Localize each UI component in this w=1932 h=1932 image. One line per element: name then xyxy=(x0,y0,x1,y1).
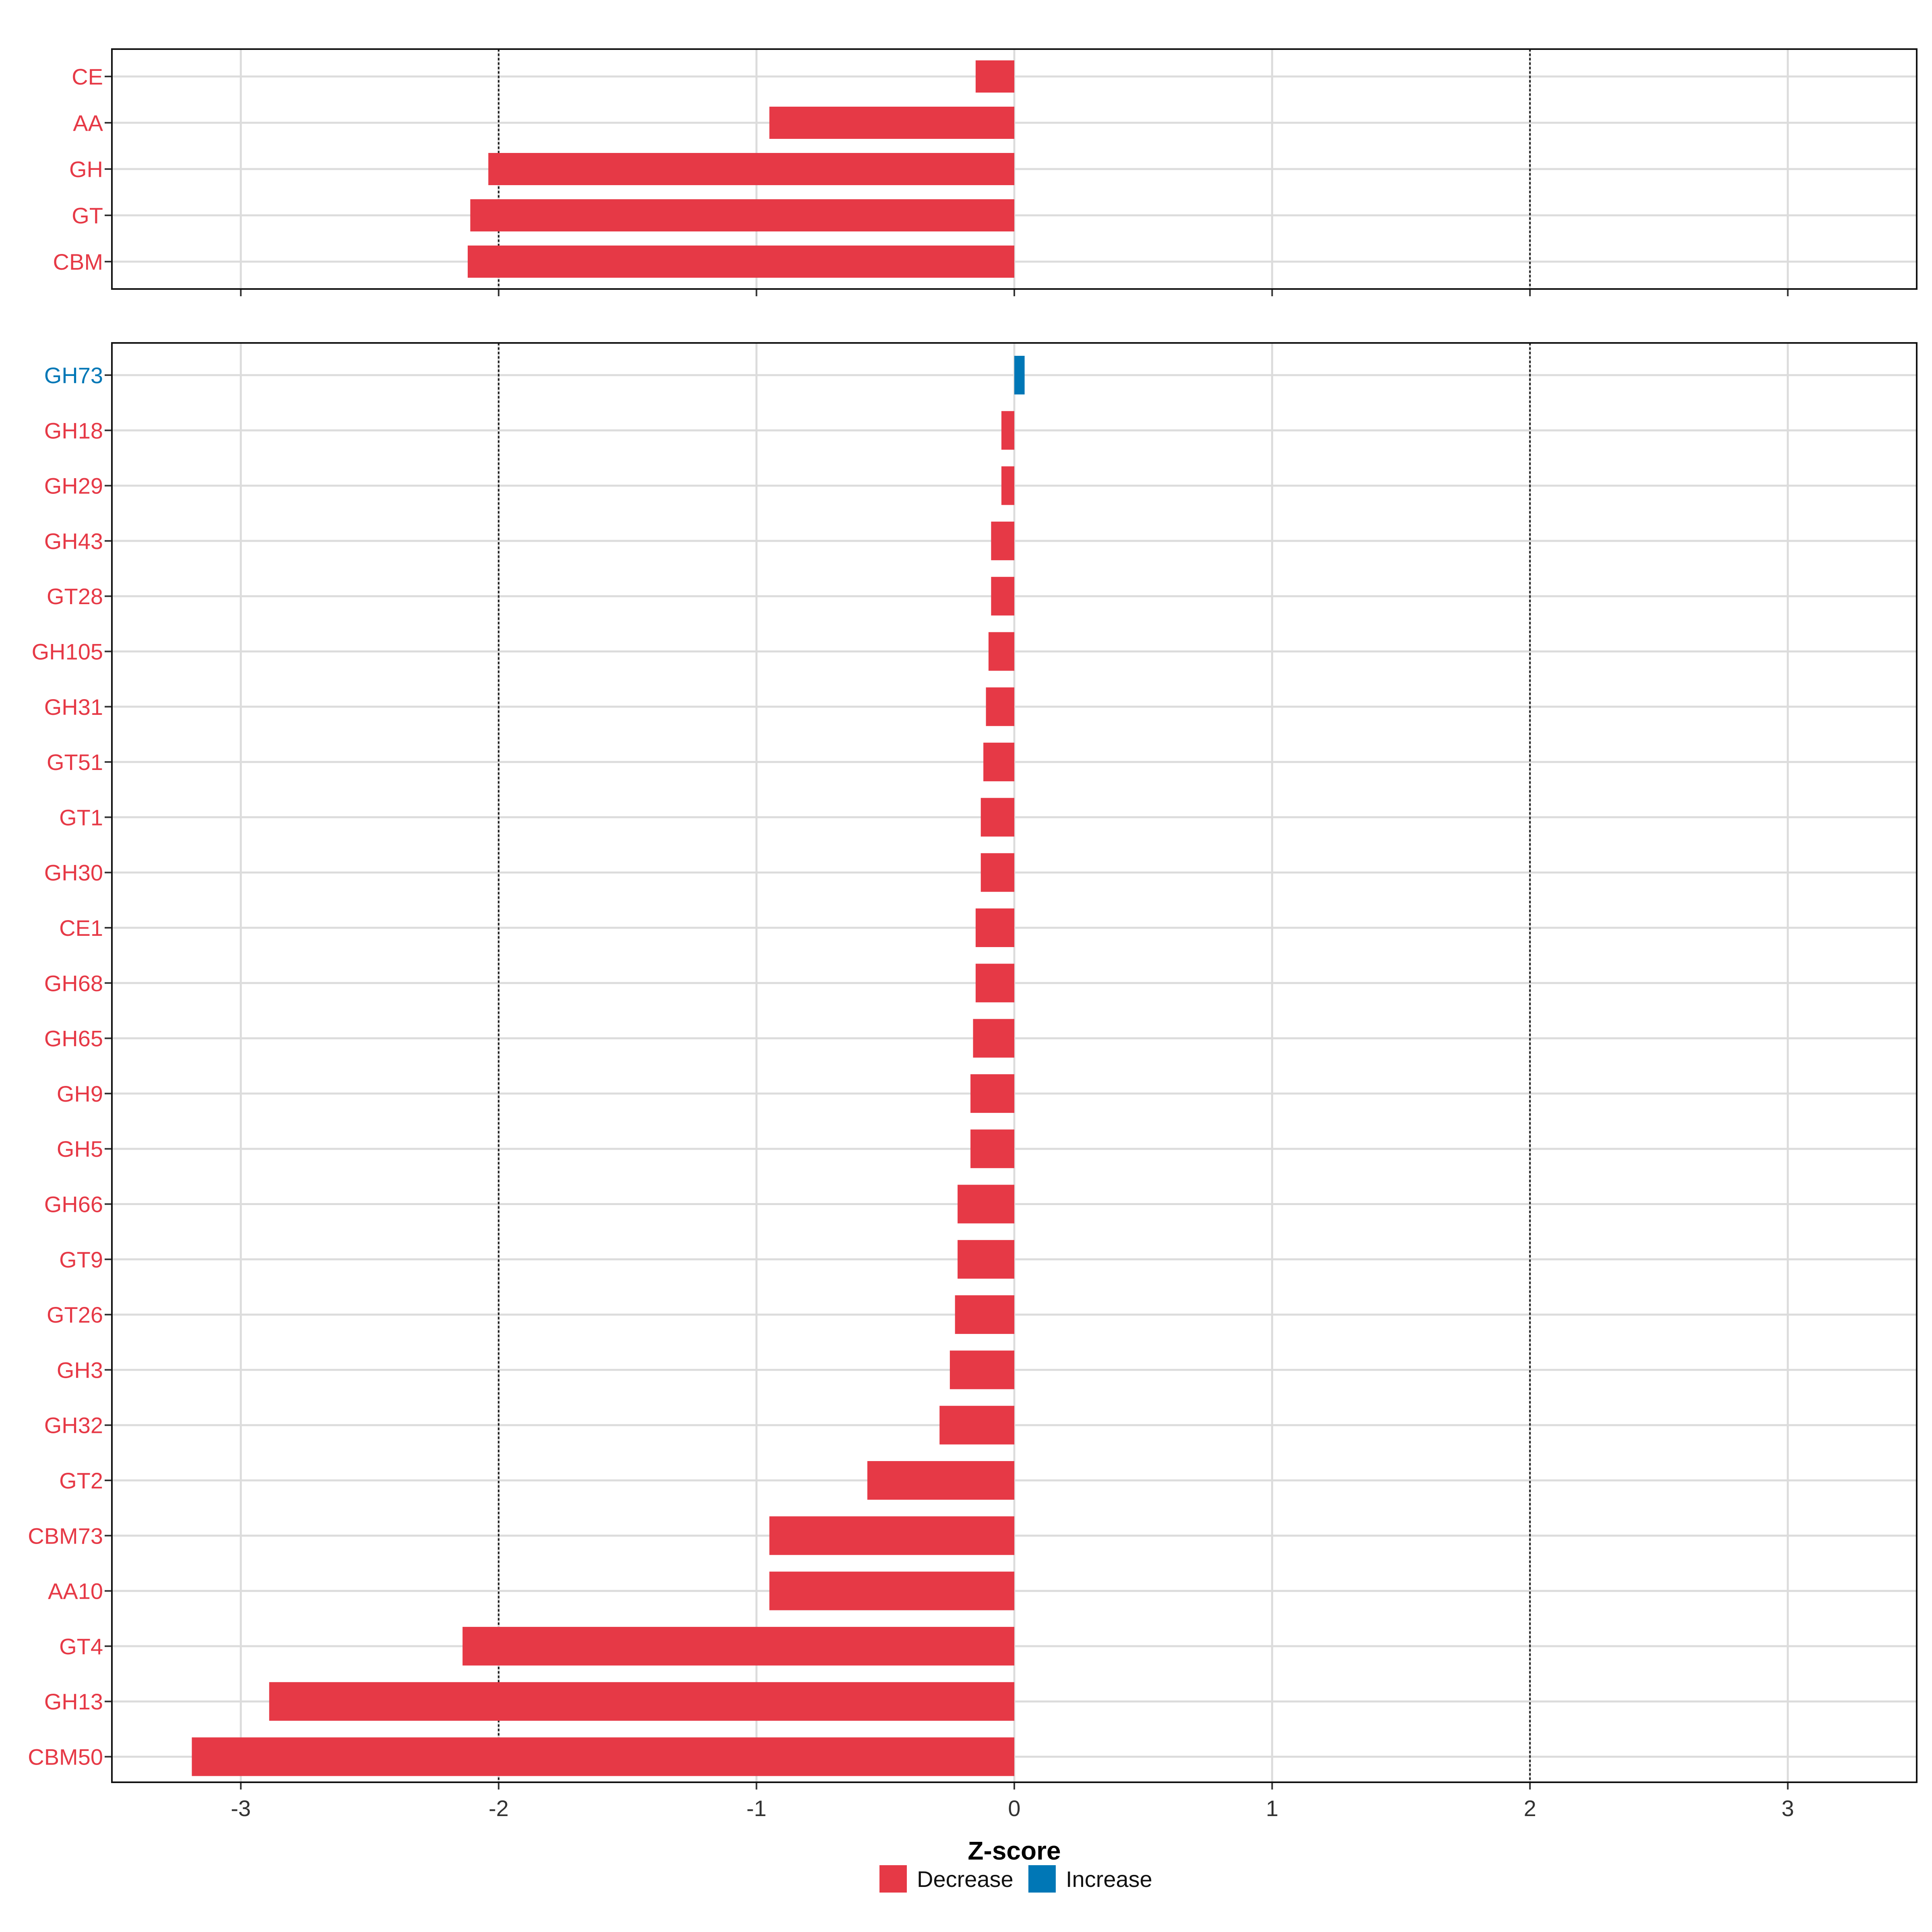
x-tick-label: -2 xyxy=(489,1796,509,1821)
bar xyxy=(986,687,1014,726)
y-tick-label: GH43 xyxy=(44,528,103,554)
bar xyxy=(970,1074,1014,1113)
bar xyxy=(958,1240,1014,1279)
y-tick-label: GT9 xyxy=(59,1247,103,1272)
y-tick-label: CBM xyxy=(53,249,103,275)
bar xyxy=(958,1185,1014,1224)
y-tick-label: GH5 xyxy=(57,1136,103,1162)
y-tick-label: GH73 xyxy=(44,363,103,388)
y-tick-label: GH105 xyxy=(32,639,103,665)
x-tick-label: 1 xyxy=(1266,1796,1278,1821)
bar xyxy=(970,1129,1014,1168)
y-tick-label: CE1 xyxy=(59,915,103,941)
x-tick-label: 3 xyxy=(1781,1796,1794,1821)
y-tick-label: GT28 xyxy=(47,584,103,609)
y-tick-label: CE xyxy=(72,64,103,89)
bar xyxy=(975,60,1014,93)
y-tick-label: GH30 xyxy=(44,860,103,886)
bar xyxy=(470,199,1014,231)
y-tick-label: GH32 xyxy=(44,1413,103,1438)
bar xyxy=(975,964,1014,1003)
y-tick-label: GH9 xyxy=(57,1081,103,1106)
y-tick-label: GH65 xyxy=(44,1026,103,1051)
panel-border xyxy=(111,48,1918,290)
bar xyxy=(949,1350,1014,1389)
bar xyxy=(988,632,1014,671)
bar xyxy=(1001,466,1014,505)
x-tick-label: 0 xyxy=(1008,1796,1020,1821)
x-tick-label: -3 xyxy=(231,1796,251,1821)
bar xyxy=(975,908,1014,947)
x-tick-label: 2 xyxy=(1524,1796,1536,1821)
y-tick-label: GT1 xyxy=(59,805,103,830)
y-tick-label: CBM73 xyxy=(28,1523,103,1548)
y-tick-label: GT51 xyxy=(47,749,103,775)
y-tick-label: AA10 xyxy=(48,1579,103,1604)
bar xyxy=(983,743,1014,782)
bar xyxy=(769,1571,1014,1610)
bar xyxy=(467,246,1014,278)
bar xyxy=(769,1516,1014,1555)
bar xyxy=(769,107,1014,139)
y-tick-label: GH18 xyxy=(44,418,103,443)
x-tick-label: -1 xyxy=(747,1796,767,1821)
panel-border xyxy=(111,342,1918,1783)
bar xyxy=(192,1737,1014,1776)
bar xyxy=(939,1406,1014,1445)
legend-key xyxy=(1028,1865,1056,1893)
bar xyxy=(488,153,1014,185)
bar xyxy=(991,521,1014,560)
y-tick-label: CBM50 xyxy=(28,1744,103,1770)
y-tick-label: GH29 xyxy=(44,473,103,499)
bar xyxy=(991,577,1014,616)
y-tick-label: GT xyxy=(72,203,103,228)
y-tick-label: GH68 xyxy=(44,970,103,996)
y-tick-label: GT26 xyxy=(47,1302,103,1327)
bar xyxy=(973,1019,1014,1058)
bar xyxy=(1014,356,1025,394)
legend-key xyxy=(879,1865,907,1893)
y-tick-label: GH3 xyxy=(57,1357,103,1383)
x-axis-title: Z-score xyxy=(968,1836,1061,1865)
bar xyxy=(867,1461,1014,1500)
bar xyxy=(980,853,1014,892)
y-tick-label: GH31 xyxy=(44,694,103,720)
y-tick-label: GH13 xyxy=(44,1689,103,1714)
bar xyxy=(462,1627,1014,1666)
bar xyxy=(269,1682,1015,1721)
y-tick-label: GH66 xyxy=(44,1192,103,1217)
y-tick-label: GT2 xyxy=(59,1468,103,1493)
y-tick-label: AA xyxy=(73,110,103,136)
y-tick-label: GT4 xyxy=(59,1634,103,1659)
bar xyxy=(955,1295,1014,1334)
legend-label: Increase xyxy=(1066,1866,1152,1892)
y-tick-label: GH xyxy=(69,157,103,182)
bar xyxy=(1001,411,1014,450)
bar xyxy=(980,798,1014,837)
legend-label: Decrease xyxy=(917,1866,1013,1892)
